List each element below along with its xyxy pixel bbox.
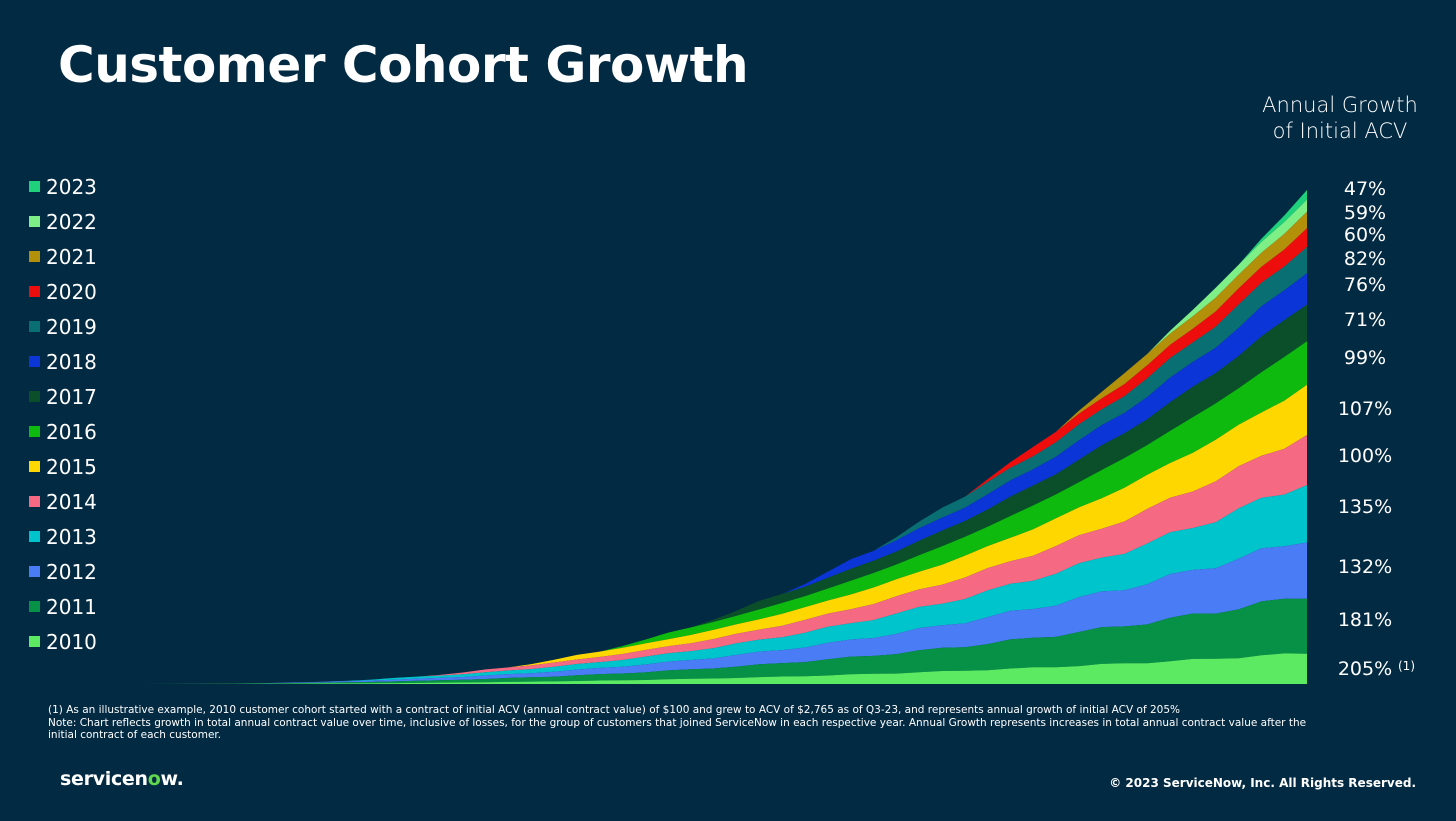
legend-swatch-2015 [29,461,40,472]
growth-header-line1: Annual Growth [1262,93,1418,117]
copyright: © 2023 ServiceNow, Inc. All Rights Reser… [1109,776,1416,790]
legend-swatch-2023 [29,181,40,192]
legend-swatch-2010 [29,636,40,647]
legend-label-2017: 2017 [46,385,97,409]
legend-swatch-2014 [29,496,40,507]
legend-swatch-2021 [29,251,40,262]
area-series-2011 [75,598,1307,684]
growth-label-2010: 205% [1338,658,1392,680]
legend-label-2022: 2022 [46,210,97,234]
legend-label-2013: 2013 [46,525,97,549]
logo-o: o [147,768,161,790]
cohort-area-chart: 2023 2022 2021 2020 2019 2018 2017 2016 2015 2014… [29,175,1415,684]
footnote-line1: (1) As an illustrative example, 2010 cus… [48,704,1180,716]
growth-label-2014: 100% [1338,445,1392,467]
area-series-2014 [75,435,1307,684]
legend-swatch-2017 [29,391,40,402]
legend-label-2010: 2010 [46,630,97,654]
legend-swatch-2020 [29,286,40,297]
legend-label-2011: 2011 [46,595,97,619]
legend-label-2020: 2020 [46,280,97,304]
legend-swatch-2016 [29,426,40,437]
legend-label-2015: 2015 [46,455,97,479]
growth-header-line2: of Initial ACV [1272,119,1408,143]
area-series-2013 [75,485,1307,684]
growth-label-2020: 60% [1344,224,1386,246]
legend-swatch-2018 [29,356,40,367]
growth-label-2019: 82% [1344,248,1386,270]
growth-label-2013: 135% [1338,496,1392,518]
growth-label-2022: 47% [1344,178,1386,200]
servicenow-logo: servicenow. [60,768,184,790]
area-series-2010 [75,653,1307,684]
logo-prefix: servicen [60,768,148,790]
growth-label-2017: 71% [1344,309,1386,331]
legend-swatch-2022 [29,216,40,227]
growth-label-2012: 132% [1338,556,1392,578]
growth-header: Annual Growth of Initial ACV [1240,92,1440,144]
logo-dot: . [176,768,184,790]
area-series-2012 [75,542,1307,684]
growth-label-2021: 59% [1344,202,1386,224]
footnote: (1) As an illustrative example, 2010 cus… [48,704,1318,742]
legend-swatch-2012 [29,566,40,577]
legend-label-2012: 2012 [46,560,97,584]
growth-label-2016: 99% [1344,347,1386,369]
legend-swatch-2013 [29,531,40,542]
growth-footnote-marker-2010: (1) [1398,659,1415,673]
legend-label-2021: 2021 [46,245,97,269]
logo-suffix: w [160,768,177,790]
legend-label-2018: 2018 [46,350,97,374]
area-series-2016 [75,341,1307,684]
legend-label-2023: 2023 [46,175,97,199]
growth-label-2011: 181% [1338,609,1392,631]
legend-swatch-2011 [29,601,40,612]
legend-label-2014: 2014 [46,490,97,514]
legend-label-2016: 2016 [46,420,97,444]
area-series-2015 [75,384,1307,684]
legend-label-2019: 2019 [46,315,97,339]
page-title: Customer Cohort Growth [58,36,749,94]
footnote-line2: Note: Chart reflects growth in total ann… [48,716,1307,742]
growth-label-2018: 76% [1344,274,1386,296]
legend-swatch-2019 [29,321,40,332]
growth-label-2015: 107% [1338,398,1392,420]
